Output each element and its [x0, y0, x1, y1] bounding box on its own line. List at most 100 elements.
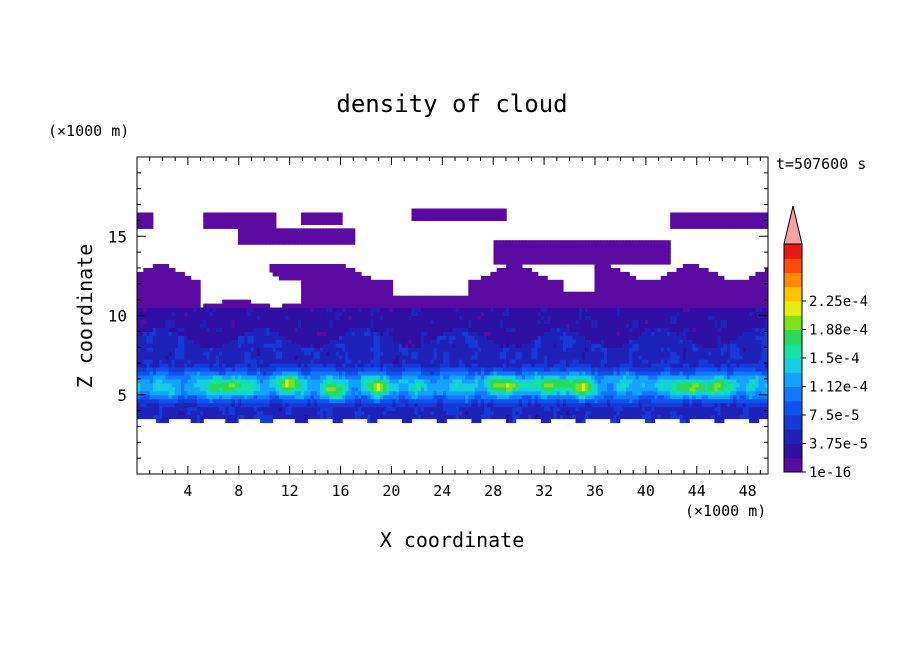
field-cell [395, 335, 400, 340]
field-cell [512, 367, 517, 372]
field-cell [275, 228, 280, 233]
field-cell [480, 374, 485, 380]
field-cell [206, 355, 211, 360]
field-cell [219, 370, 223, 376]
field-cell [528, 347, 532, 352]
field-cell [540, 244, 545, 249]
field-cell [468, 382, 473, 388]
field-cell [288, 267, 293, 273]
field-cell [294, 331, 299, 336]
field-cell [446, 386, 450, 392]
field-cell [424, 323, 428, 328]
field-cell [345, 319, 349, 325]
field-cell [430, 311, 435, 317]
field-cell [506, 291, 510, 297]
field-cell [140, 370, 144, 376]
field-cell [512, 359, 517, 364]
field-cell [143, 307, 148, 313]
field-cell [417, 394, 422, 400]
field-cell [528, 351, 532, 356]
field-cell [143, 374, 148, 380]
field-cell [162, 410, 166, 416]
field-cell [383, 279, 387, 285]
field-cell [222, 359, 226, 364]
field-cell [162, 299, 166, 305]
field-cell [146, 311, 151, 317]
field-cell [414, 208, 419, 214]
field-cell [212, 402, 217, 408]
field-cell [301, 414, 305, 420]
field-cell [436, 386, 441, 392]
field-cell [351, 271, 356, 277]
field-cell [515, 295, 520, 301]
field-cell [342, 382, 346, 388]
field-cell [477, 323, 482, 328]
field-cell [525, 363, 529, 368]
field-cell [392, 394, 397, 400]
field-cell [187, 311, 192, 317]
field-cell [474, 414, 479, 420]
field-cell [247, 359, 252, 364]
field-cell [484, 299, 488, 305]
field-cell [215, 382, 220, 388]
field-cell [490, 331, 495, 336]
field-cell [260, 363, 264, 368]
field-cell [471, 307, 476, 313]
field-cell [228, 418, 233, 424]
field-cell [471, 299, 476, 305]
field-cell [244, 315, 249, 321]
field-cell [162, 323, 166, 328]
field-cell [487, 355, 491, 360]
field-cell [250, 374, 255, 380]
field-cell [275, 232, 280, 237]
field-cell [143, 402, 148, 408]
field-cell [512, 331, 517, 336]
field-cell [471, 414, 476, 420]
field-cell [174, 363, 179, 368]
field-cell [313, 367, 318, 372]
field-cell [408, 295, 413, 301]
field-cell [319, 220, 324, 225]
field-cell [297, 386, 302, 392]
field-cell [449, 347, 454, 352]
field-cell [446, 319, 450, 325]
field-cell [291, 390, 296, 396]
field-cell [278, 386, 283, 392]
field-cell [534, 287, 539, 293]
field-cell [184, 359, 189, 364]
field-cell [338, 394, 343, 400]
field-cell [316, 398, 321, 404]
field-cell [250, 410, 255, 416]
field-cell [436, 212, 441, 218]
field-cell [316, 307, 321, 313]
field-cell [345, 303, 349, 309]
field-cell [506, 363, 510, 368]
field-cell [424, 382, 428, 388]
field-cell [285, 319, 290, 325]
field-cell [171, 311, 176, 317]
field-cell [439, 343, 444, 348]
field-cell [215, 319, 220, 325]
field-cell [496, 208, 501, 214]
field-cell [263, 370, 267, 376]
field-cell [313, 319, 318, 325]
field-cell [323, 323, 327, 328]
field-cell [521, 363, 526, 368]
field-cell [247, 394, 252, 400]
field-cell [417, 390, 422, 396]
field-cell [326, 275, 331, 281]
field-cell [319, 370, 324, 376]
field-cell [370, 327, 375, 332]
field-cell [256, 331, 261, 336]
field-cell [455, 311, 460, 317]
field-cell [354, 299, 359, 305]
field-cell [408, 386, 413, 392]
field-cell [225, 220, 230, 225]
field-cell [408, 414, 413, 420]
field-cell [420, 355, 425, 360]
field-cell [455, 319, 460, 325]
field-cell [250, 406, 255, 412]
field-cell [493, 351, 498, 356]
field-cell [215, 414, 220, 420]
field-cell [348, 311, 353, 317]
